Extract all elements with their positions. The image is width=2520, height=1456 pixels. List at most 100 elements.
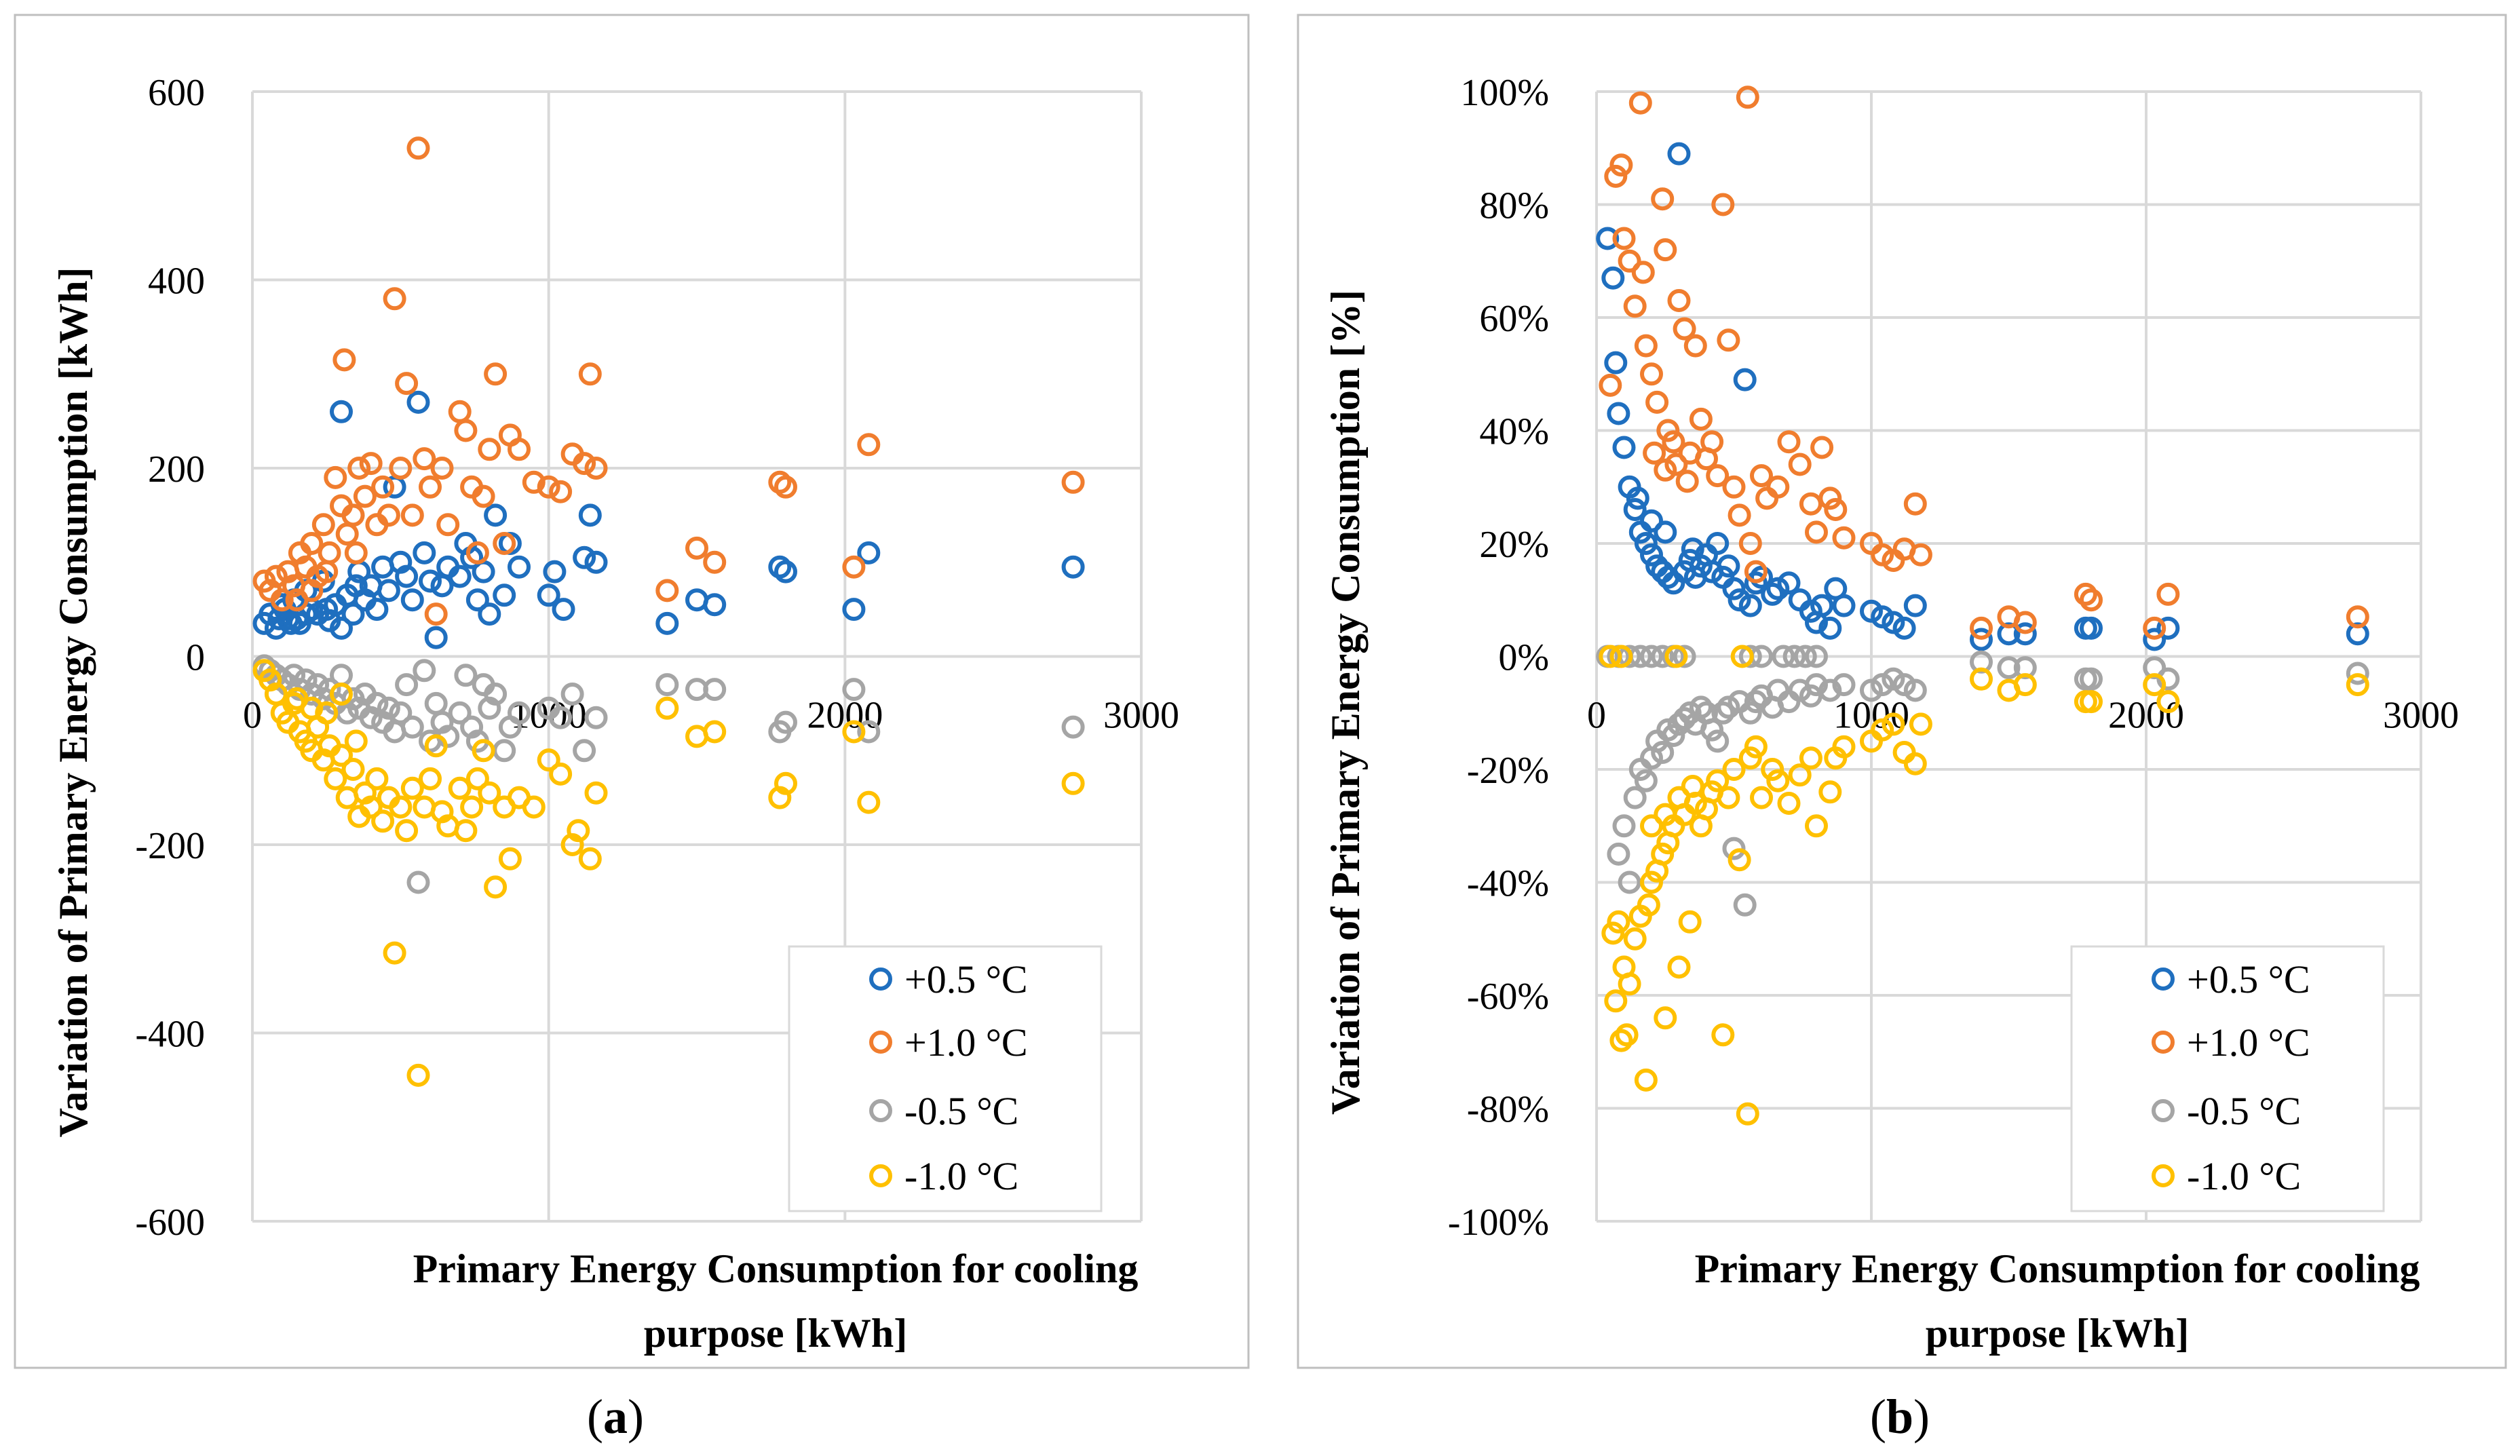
panel-a-points [252, 136, 1085, 1087]
data-point-series-2 [1612, 227, 1636, 250]
data-point-series-3 [1612, 814, 1636, 838]
data-point-series-1 [2080, 616, 2103, 640]
data-point-series-1 [857, 541, 881, 564]
y-tick-label: 0 [186, 637, 205, 679]
data-point-series-2 [578, 362, 602, 386]
data-point-series-2 [1818, 486, 1842, 510]
data-point-series-3 [2346, 662, 2369, 685]
data-point-series-2 [1634, 334, 1658, 358]
data-point-series-1 [1860, 599, 1883, 623]
data-point-series-2 [1736, 85, 1759, 109]
data-point-series-3 [389, 701, 413, 725]
data-point-series-3 [1662, 724, 1685, 747]
data-point-series-4 [1681, 775, 1704, 798]
data-point-series-4 [472, 739, 495, 763]
data-point-series-3 [1623, 786, 1647, 809]
data-point-series-4 [1766, 769, 1790, 792]
data-point-series-2 [2346, 605, 2369, 629]
data-point-series-2 [311, 513, 335, 537]
data-point-series-4 [1667, 786, 1691, 809]
data-point-series-3 [1805, 673, 1828, 697]
y-tick-label: -200 [135, 825, 205, 867]
data-point-series-1 [406, 390, 430, 414]
data-point-series-1 [1882, 611, 1905, 634]
y-tick-label: 100% [1460, 72, 1549, 114]
data-point-series-3 [1805, 645, 1828, 668]
data-point-series-2 [1832, 526, 1856, 550]
data-point-series-3 [1818, 678, 1842, 702]
panel-b-legend-box [2070, 945, 2385, 1212]
data-point-series-1 [365, 598, 389, 621]
data-point-series-1 [400, 588, 424, 612]
data-point-series-3 [1634, 769, 1658, 792]
data-point-series-4 [1970, 667, 1993, 691]
x-tick-label: 0 [243, 695, 262, 737]
panel-b-legend: +0.5 °C +1.0 °C -0.5 °C -1.0 °C [2070, 945, 2385, 1212]
data-point-series-1 [1727, 588, 1751, 612]
data-point-series-4 [842, 720, 866, 744]
data-point-series-4 [365, 767, 389, 790]
data-point-series-2 [270, 588, 294, 612]
data-point-series-1 [1832, 594, 1856, 617]
data-point-series-3 [1711, 701, 1735, 725]
data-point-series-4 [465, 767, 489, 790]
data-point-series-1 [2143, 628, 2166, 651]
data-point-series-4 [2080, 690, 2103, 714]
data-point-series-2 [472, 484, 495, 508]
panel-b-legend-label-1: +0.5 °C [2187, 957, 2310, 1001]
data-point-series-1 [543, 560, 567, 583]
data-point-series-4 [324, 767, 347, 790]
data-point-series-4 [567, 819, 590, 843]
panel-b-legend-label-2: +1.0 °C [2187, 1020, 2310, 1065]
data-point-series-4 [1727, 848, 1751, 872]
data-point-series-4 [400, 776, 424, 800]
panel-a-legend-box [788, 945, 1103, 1212]
data-point-series-4 [460, 795, 484, 819]
panel-a-legend-label-3: -0.5 °C [904, 1089, 1018, 1133]
panel-b-legend-label-3: -0.5 °C [2187, 1089, 2301, 1133]
data-point-series-4 [549, 762, 573, 786]
data-point-series-4 [1706, 769, 1730, 792]
data-point-series-2 [353, 484, 377, 508]
panel-b-legend-marker-3 [2152, 1099, 2175, 1122]
data-point-series-1 [1640, 509, 1663, 533]
data-point-series-1 [1601, 266, 1625, 290]
data-point-series-3 [1738, 701, 1762, 725]
data-point-series-1 [537, 583, 560, 607]
data-point-series-4 [1678, 910, 1702, 934]
data-point-series-4 [371, 809, 395, 833]
data-point-series-1 [395, 564, 419, 588]
data-point-series-2 [465, 541, 489, 564]
panel-a-caption-letter: a [603, 1390, 628, 1444]
data-point-series-3 [395, 673, 419, 697]
data-point-series-2 [419, 475, 442, 499]
data-point-series-3 [857, 720, 881, 744]
data-point-series-3 [1618, 870, 1641, 894]
data-point-series-4 [1640, 814, 1663, 838]
data-point-series-3 [1061, 715, 1085, 739]
data-point-series-1 [1667, 142, 1691, 166]
panel-a-legend: +0.5 °C +1.0 °C -0.5 °C -1.0 °C [788, 945, 1103, 1212]
data-point-series-2 [1599, 373, 1622, 397]
y-tick-label: -60% [1467, 976, 1549, 1018]
data-point-series-1 [1766, 577, 1790, 600]
panel-a-legend-marker-2 [869, 1031, 892, 1054]
data-point-series-3 [1892, 673, 1916, 697]
data-point-series-4 [1871, 718, 1894, 742]
data-point-series-4 [1805, 814, 1828, 838]
x-tick-label: 3000 [2383, 695, 2459, 737]
data-point-series-1 [1612, 436, 1636, 459]
data-point-series-4 [1736, 1102, 1759, 1126]
panel-b-legend-marker-4 [2152, 1164, 2175, 1187]
data-point-series-1 [413, 541, 436, 564]
data-point-series-3 [1700, 718, 1724, 742]
data-point-series-4 [1634, 1068, 1658, 1092]
data-point-series-4 [389, 795, 413, 819]
data-point-series-4 [1750, 786, 1773, 809]
data-point-series-4 [1609, 645, 1633, 668]
y-tick-label: 400 [148, 261, 205, 303]
data-point-series-2 [1645, 390, 1669, 414]
data-point-series-3 [2080, 667, 2103, 691]
data-point-series-3 [584, 706, 608, 729]
